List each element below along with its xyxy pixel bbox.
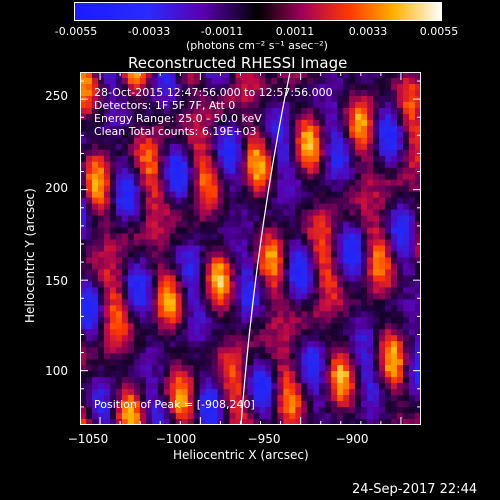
y-tick-label: 250	[45, 89, 68, 103]
y-tick-label: 200	[45, 181, 68, 195]
heatmap-pixels	[80, 72, 421, 425]
footer-timestamp: 24-Sep-2017 22:44	[352, 482, 478, 497]
x-tick-label: −950	[247, 432, 281, 446]
colorbar-tick: 0.0055	[419, 25, 459, 38]
colorbar-tick: -0.0055	[54, 25, 98, 38]
annotation-detectors: Detectors: 1F 5F 7F, Att 0	[94, 99, 236, 112]
x-tick-label: −1050	[67, 432, 109, 446]
colorbar-tick: 0.0011	[275, 25, 315, 38]
colorbar-units: (photons cm⁻² s⁻¹ asec⁻²)	[186, 39, 328, 52]
annotation-peak: Position of Peak = [-908,240]	[94, 398, 255, 411]
y-tick-label: 150	[45, 274, 68, 288]
x-tick-label: −1000	[155, 432, 197, 446]
annotation-energy: Energy Range: 25.0 - 50.0 keV	[94, 112, 262, 125]
plot-title: Reconstructed RHESSI Image	[128, 54, 348, 72]
colorbar	[74, 2, 442, 21]
y-tick-label: 100	[45, 364, 68, 378]
x-tick-label: −900	[335, 432, 369, 446]
annotation-time-range: 28-Oct-2015 12:47:56.000 to 12:57:56.000	[94, 86, 333, 99]
colorbar-tick: -0.0033	[127, 25, 171, 38]
solar-limb-line	[240, 72, 291, 425]
plot-area	[80, 72, 421, 425]
colorbar-tick: 0.0033	[348, 25, 388, 38]
annotation-clean: Clean Total counts: 6.19E+03	[94, 125, 257, 138]
y-axis-label: Heliocentric Y (arcsec)	[23, 188, 37, 323]
x-axis-label: Heliocentric X (arcsec)	[173, 448, 309, 462]
colorbar-tick: -0.0011	[200, 25, 244, 38]
